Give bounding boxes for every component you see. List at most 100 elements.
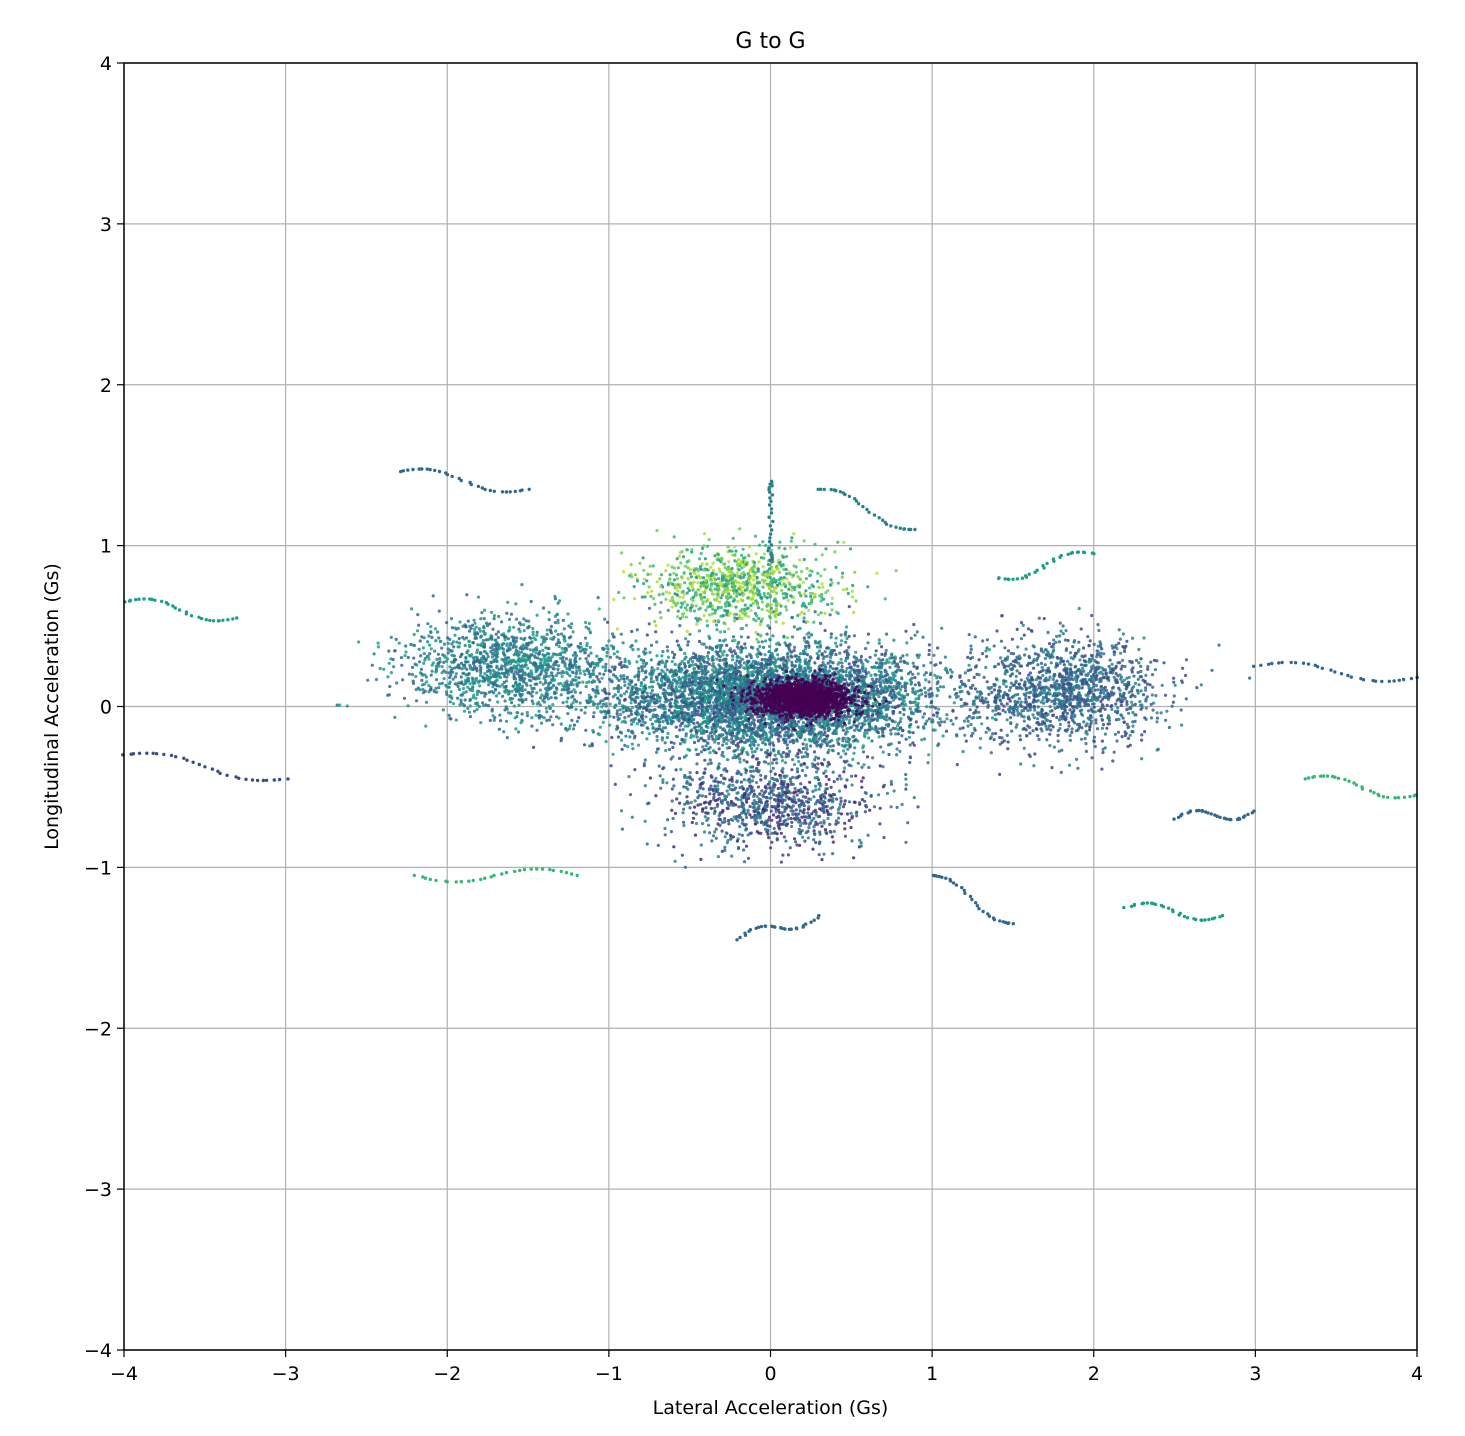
scatter-point [620, 738, 624, 742]
scatter-point [958, 727, 962, 731]
scatter-point [822, 670, 827, 674]
scatter-point [683, 651, 687, 656]
scatter-point [678, 645, 682, 650]
scatter-point [637, 712, 641, 716]
scatter-point [697, 665, 701, 670]
scatter-point [671, 777, 676, 781]
scatter-point [846, 712, 851, 716]
scatter-point [768, 742, 772, 746]
scatter-point [629, 719, 633, 723]
scatter-point [881, 699, 885, 703]
scatter-point [666, 649, 670, 653]
scatter-point [916, 689, 920, 693]
scatter-point [857, 699, 861, 703]
scatter-point [700, 698, 704, 703]
scatter-point [931, 705, 935, 709]
scatter-point [663, 707, 667, 711]
scatter-point [973, 687, 978, 691]
scatter-point [742, 736, 746, 740]
scatter-point [700, 736, 704, 740]
scatter-point [904, 689, 908, 693]
scatter-point [797, 760, 801, 764]
scatter-point [773, 753, 777, 757]
scatter-point [728, 688, 732, 692]
scatter-point [785, 743, 789, 747]
scatter-point [894, 687, 898, 691]
scatter-point [692, 667, 696, 671]
scatter-point [789, 732, 793, 736]
scatter-point [750, 716, 754, 720]
scatter-point [870, 714, 875, 718]
scatter-point [809, 732, 813, 736]
scatter-point [622, 677, 626, 681]
scatter-point [887, 705, 891, 709]
scatter-point [879, 666, 884, 670]
scatter-point [721, 705, 725, 709]
scatter-point [875, 717, 879, 721]
scatter-point [843, 650, 847, 654]
scatter-point [804, 668, 808, 673]
scatter-point [763, 653, 767, 657]
scatter-point [795, 657, 799, 661]
scatter-point [619, 731, 624, 735]
scatter-point [651, 725, 655, 730]
scatter-point [765, 632, 769, 636]
scatter-point [662, 683, 667, 687]
scatter-point [663, 694, 667, 699]
scatter-point [774, 757, 779, 761]
scatter-point [791, 758, 795, 762]
scatter-point [829, 632, 834, 636]
scatter-point [887, 685, 891, 690]
scatter-point [727, 703, 731, 707]
scatter-point [656, 667, 660, 671]
scatter-point [924, 678, 928, 682]
scatter-point [595, 706, 600, 710]
scatter-point [691, 701, 695, 705]
scatter-point [665, 645, 669, 649]
scatter-point [724, 735, 729, 739]
scatter-point [893, 674, 897, 678]
scatter-point [877, 735, 881, 739]
scatter-point [730, 714, 734, 719]
scatter-point [743, 682, 747, 686]
scatter-point [740, 657, 744, 661]
scatter-point [717, 747, 721, 751]
scatter-point [647, 732, 652, 736]
scatter-point [885, 718, 889, 722]
scatter-point [691, 663, 695, 667]
scatter-point [630, 629, 634, 634]
scatter-point [945, 713, 949, 717]
scatter-point [708, 712, 713, 716]
scatter-point [641, 690, 645, 694]
scatter-point [817, 649, 822, 653]
scatter-point [711, 700, 716, 705]
scatter-point [894, 670, 898, 674]
scatter-point [955, 734, 959, 738]
scatter-point [776, 653, 780, 657]
scatter-point [616, 718, 620, 722]
scatter-point [714, 751, 718, 755]
scatter-point [712, 732, 717, 736]
scatter-point [710, 656, 714, 660]
scatter-point [718, 667, 722, 671]
scatter-point [798, 667, 803, 671]
scatter-point [637, 673, 641, 677]
scatter-point [808, 730, 812, 734]
scatter-point [668, 717, 672, 721]
scatter-point [864, 670, 868, 674]
scatter-point [787, 658, 791, 662]
scatter-point [767, 717, 771, 721]
scatter-point [932, 653, 936, 657]
scatter-point [908, 756, 913, 760]
scatter-point [702, 655, 706, 660]
scatter-point [627, 775, 631, 779]
scatter-point [803, 738, 807, 742]
scatter-point [838, 651, 842, 655]
scatter-point [698, 777, 702, 781]
scatter-point [743, 666, 747, 671]
scatter-point [670, 681, 674, 685]
scatter-point [993, 664, 997, 669]
scatter-point [929, 661, 933, 665]
scatter-point [595, 675, 599, 679]
scatter-point [840, 639, 844, 643]
